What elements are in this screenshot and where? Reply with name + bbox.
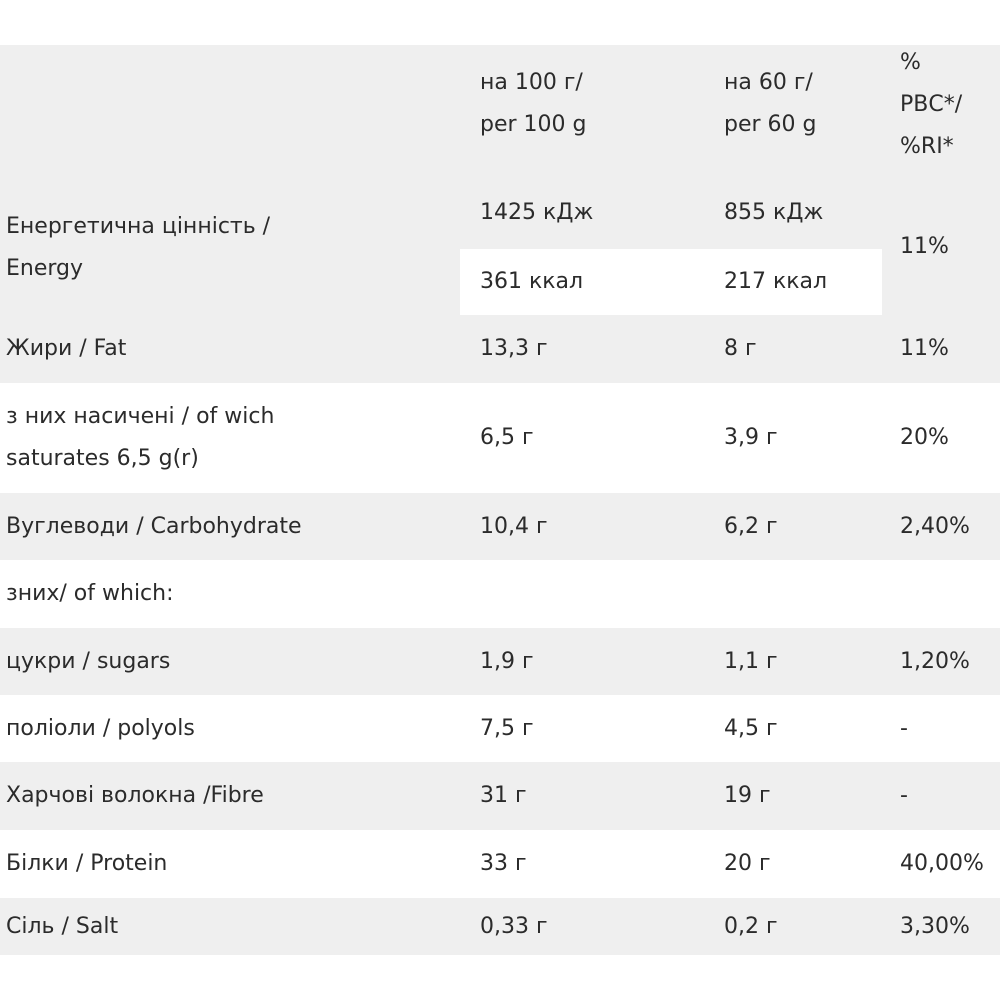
row-label: Енергетична цінність / — [6, 213, 271, 239]
table-row — [0, 695, 1000, 762]
table-row — [0, 830, 1000, 898]
header-row — [0, 45, 1000, 180]
cell-value: 855 кДж — [724, 200, 824, 225]
cell-value: 6,5 г — [480, 425, 534, 450]
row-label: Вуглеводи / Carbohydrate — [6, 513, 302, 539]
row-label: зних/ of which: — [6, 581, 174, 606]
sub-row — [460, 248, 882, 315]
header-text: % — [900, 50, 921, 75]
cell-value: 40,00% — [900, 851, 984, 876]
cell-value: 361 ккал — [480, 268, 584, 294]
cell-value: 20% — [900, 425, 949, 450]
cell-value: 1,9 г — [480, 648, 534, 674]
table-row — [0, 560, 1000, 628]
cell-value: 4,5 г — [724, 715, 778, 741]
table-row — [0, 628, 1000, 695]
row-label: Білки / Protein — [6, 851, 168, 876]
header-text: на 100 г/ — [480, 70, 583, 95]
cell-value: 6,2 г — [724, 513, 778, 539]
cell-value: 1,1 г — [724, 648, 778, 674]
row-label: Харчові волокна /Fibre — [6, 783, 264, 808]
table-row — [0, 383, 1000, 493]
cell-value: 33 г — [480, 851, 527, 876]
row-label: поліоли / polyols — [6, 715, 195, 741]
row-label: saturates 6,5 g(r) — [6, 446, 199, 471]
table-row — [0, 762, 1000, 830]
table-row — [0, 898, 1000, 955]
cell-value: - — [900, 783, 908, 808]
table-row — [0, 493, 1000, 560]
cell-value: 0,2 г — [724, 913, 778, 939]
cell-value: 13,3 г — [480, 336, 548, 361]
cell-value: 3,9 г — [724, 425, 778, 450]
cell-value: 31 г — [480, 783, 527, 808]
row-label: з них насичені / of wich — [6, 404, 275, 429]
row-label: Сіль / Salt — [6, 913, 119, 939]
cell-value: 7,5 г — [480, 715, 534, 741]
header-text: РВС*/ — [900, 92, 963, 117]
cell-value: 1425 кДж — [480, 200, 594, 225]
header-text: на 60 г/ — [724, 70, 813, 95]
row-label: цукри / sugars — [6, 648, 171, 674]
row-label: Жири / Fat — [6, 336, 127, 361]
header-text: %RI* — [900, 134, 954, 159]
cell-value: 1,20% — [900, 648, 970, 674]
table-row — [0, 315, 1000, 383]
header-text: per 100 g — [480, 112, 587, 137]
cell-value: 2,40% — [900, 513, 970, 539]
cell-value: 20 г — [724, 851, 771, 876]
cell-value: - — [900, 715, 908, 741]
cell-value: 8 г — [724, 336, 757, 361]
cell-value: 19 г — [724, 783, 771, 808]
cell-value: 10,4 г — [480, 513, 548, 539]
cell-value: 11% — [900, 336, 949, 361]
cell-value: 3,30% — [900, 913, 970, 939]
cell-value: 11% — [900, 234, 949, 259]
row-label: Energy — [6, 255, 84, 281]
cell-value: 0,33 г — [480, 913, 548, 939]
header-text: per 60 g — [724, 112, 817, 137]
cell-value: 217 ккал — [724, 268, 828, 294]
